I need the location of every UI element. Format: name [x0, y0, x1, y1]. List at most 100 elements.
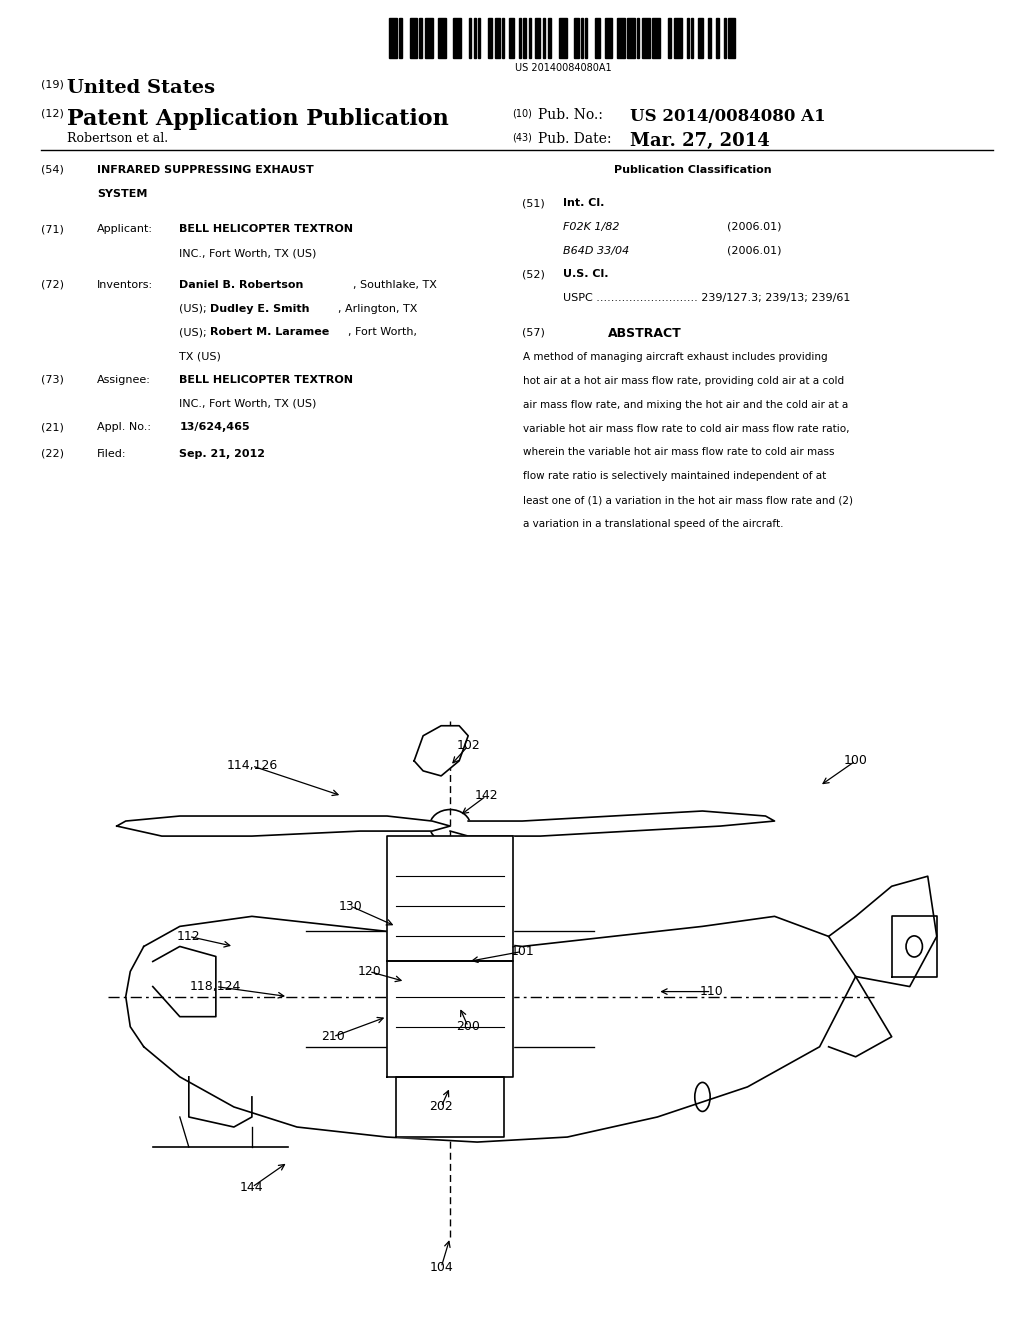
Text: (19): (19): [41, 79, 63, 90]
Text: 144: 144: [240, 1180, 264, 1193]
Bar: [536, 18, 541, 58]
Text: Dudley E. Smith: Dudley E. Smith: [210, 304, 309, 314]
Text: (57): (57): [522, 327, 545, 338]
Text: (US);: (US);: [179, 327, 210, 338]
Bar: [724, 18, 726, 58]
Polygon shape: [117, 816, 451, 836]
Bar: [686, 18, 688, 58]
Text: US 20140084080A1: US 20140084080A1: [515, 63, 611, 74]
Text: (54): (54): [41, 165, 63, 176]
Text: Appl. No.:: Appl. No.:: [97, 422, 152, 433]
Text: variable hot air mass flow rate to cold air mass flow rate ratio,: variable hot air mass flow rate to cold …: [523, 424, 850, 434]
Text: (51): (51): [522, 198, 545, 209]
Bar: [698, 18, 703, 58]
Text: 102: 102: [457, 739, 480, 752]
Bar: [420, 18, 422, 58]
Text: , Arlington, TX: , Arlington, TX: [338, 304, 418, 314]
Text: BELL HELICOPTER TEXTRON: BELL HELICOPTER TEXTRON: [179, 224, 353, 235]
Polygon shape: [451, 810, 774, 836]
Bar: [474, 18, 476, 58]
Text: 13/624,465: 13/624,465: [179, 422, 250, 433]
Bar: [559, 18, 566, 58]
Bar: [389, 18, 397, 58]
Text: Daniel B. Robertson: Daniel B. Robertson: [179, 280, 303, 290]
Text: 202: 202: [429, 1101, 453, 1114]
Text: Robertson et al.: Robertson et al.: [67, 132, 168, 145]
Text: (2006.01): (2006.01): [727, 246, 781, 256]
Text: 142: 142: [474, 789, 498, 803]
Text: 118,124: 118,124: [190, 979, 242, 993]
Text: U.S. Cl.: U.S. Cl.: [563, 269, 608, 280]
Text: (12): (12): [41, 108, 63, 119]
Bar: [410, 18, 418, 58]
Text: Pub. No.:: Pub. No.:: [538, 108, 602, 123]
Text: least one of (1) a variation in the hot air mass flow rate and (2): least one of (1) a variation in the hot …: [523, 495, 853, 506]
Polygon shape: [396, 1077, 504, 1137]
Text: F02K 1/82: F02K 1/82: [563, 222, 620, 232]
Text: Publication Classification: Publication Classification: [614, 165, 772, 176]
Bar: [652, 18, 660, 58]
Text: (43): (43): [512, 132, 531, 143]
Text: (72): (72): [41, 280, 63, 290]
Text: INC., Fort Worth, TX (US): INC., Fort Worth, TX (US): [179, 399, 316, 409]
Bar: [543, 18, 545, 58]
Bar: [509, 18, 514, 58]
Text: 130: 130: [339, 900, 362, 913]
Text: (10): (10): [512, 108, 531, 119]
Text: 100: 100: [844, 754, 867, 767]
Bar: [716, 18, 719, 58]
Polygon shape: [387, 961, 513, 1077]
Text: 200: 200: [457, 1020, 480, 1034]
Text: (22): (22): [41, 449, 63, 459]
Text: (US);: (US);: [179, 304, 210, 314]
Text: US 2014/0084080 A1: US 2014/0084080 A1: [630, 108, 825, 125]
Bar: [617, 18, 625, 58]
Text: , Southlake, TX: , Southlake, TX: [353, 280, 437, 290]
Bar: [548, 18, 551, 58]
Bar: [522, 18, 525, 58]
Text: Inventors:: Inventors:: [97, 280, 154, 290]
Bar: [519, 18, 521, 58]
Bar: [425, 18, 433, 58]
Text: (2006.01): (2006.01): [727, 222, 781, 232]
Text: Patent Application Publication: Patent Application Publication: [67, 108, 449, 131]
Bar: [585, 18, 587, 58]
Bar: [574, 18, 580, 58]
Bar: [399, 18, 401, 58]
Text: Applicant:: Applicant:: [97, 224, 154, 235]
Bar: [668, 18, 671, 58]
Text: (71): (71): [41, 224, 63, 235]
Text: air mass flow rate, and mixing the hot air and the cold air at a: air mass flow rate, and mixing the hot a…: [523, 400, 849, 411]
Text: BELL HELICOPTER TEXTRON: BELL HELICOPTER TEXTRON: [179, 375, 353, 385]
Bar: [487, 18, 493, 58]
Text: 112: 112: [177, 929, 201, 942]
Polygon shape: [414, 726, 468, 776]
Text: 104: 104: [429, 1261, 453, 1274]
Bar: [637, 18, 639, 58]
Text: Int. Cl.: Int. Cl.: [563, 198, 604, 209]
Text: Assignee:: Assignee:: [97, 375, 152, 385]
Text: B64D 33/04: B64D 33/04: [563, 246, 630, 256]
Text: 120: 120: [357, 965, 381, 978]
Bar: [582, 18, 584, 58]
Bar: [438, 18, 445, 58]
Bar: [708, 18, 711, 58]
Bar: [691, 18, 693, 58]
Text: 114,126: 114,126: [226, 759, 278, 772]
Text: INC., Fort Worth, TX (US): INC., Fort Worth, TX (US): [179, 248, 316, 259]
Bar: [604, 18, 612, 58]
Text: (21): (21): [41, 422, 63, 433]
Text: 101: 101: [510, 945, 535, 958]
Text: USPC ............................ 239/127.3; 239/13; 239/61: USPC ............................ 239/12…: [563, 293, 851, 304]
Bar: [727, 18, 735, 58]
Text: (52): (52): [522, 269, 545, 280]
Text: , Fort Worth,: , Fort Worth,: [348, 327, 417, 338]
Text: Filed:: Filed:: [97, 449, 127, 459]
Text: (73): (73): [41, 375, 63, 385]
Text: a variation in a translational speed of the aircraft.: a variation in a translational speed of …: [523, 519, 783, 529]
Text: hot air at a hot air mass flow rate, providing cold air at a cold: hot air at a hot air mass flow rate, pro…: [523, 376, 845, 387]
Text: A method of managing aircraft exhaust includes providing: A method of managing aircraft exhaust in…: [523, 352, 827, 363]
Bar: [478, 18, 480, 58]
Text: ABSTRACT: ABSTRACT: [608, 327, 682, 341]
Text: INFRARED SUPPRESSING EXHAUST: INFRARED SUPPRESSING EXHAUST: [97, 165, 314, 176]
